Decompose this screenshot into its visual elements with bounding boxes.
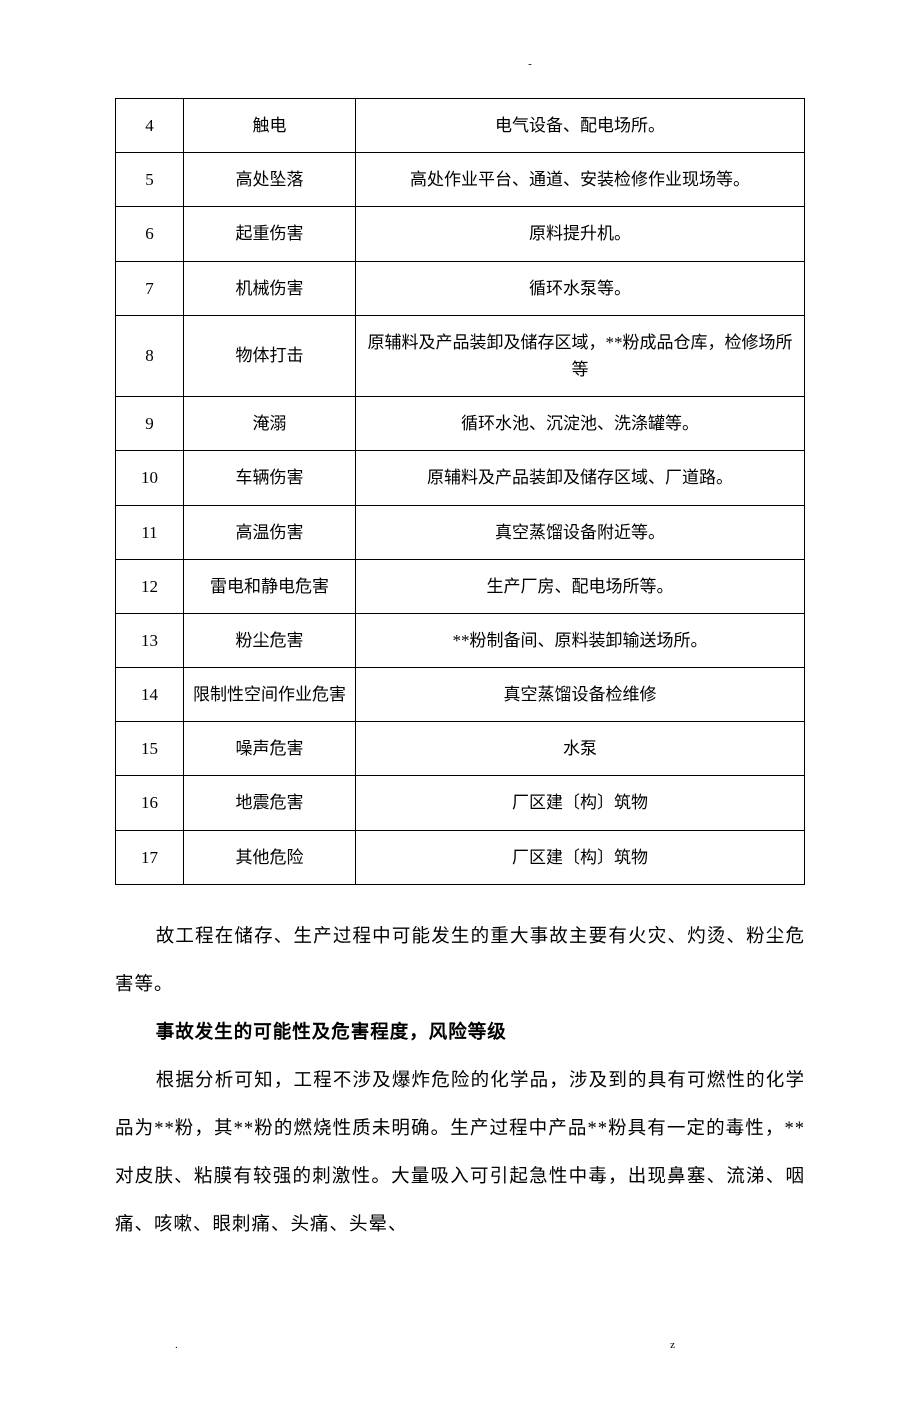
cell-desc: 电气设备、配电场所。 xyxy=(356,99,805,153)
section-heading: 事故发生的可能性及危害程度，风险等级 xyxy=(115,1009,805,1057)
hazard-table: 4触电电气设备、配电场所。5高处坠落高处作业平台、通道、安装检修作业现场等。6起… xyxy=(115,98,805,885)
cell-type: 触电 xyxy=(184,99,356,153)
table-row: 9淹溺循环水池、沉淀池、洗涤罐等。 xyxy=(116,397,805,451)
table-row: 10车辆伤害原辅料及产品装卸及储存区域、厂道路。 xyxy=(116,451,805,505)
cell-type: 高温伤害 xyxy=(184,505,356,559)
cell-desc: 真空蒸馏设备附近等。 xyxy=(356,505,805,559)
cell-num: 13 xyxy=(116,613,184,667)
cell-desc: 生产厂房、配电场所等。 xyxy=(356,559,805,613)
body-text-block: 故工程在储存、生产过程中可能发生的重大事故主要有火灾、灼烫、粉尘危害等。 事故发… xyxy=(115,913,805,1250)
cell-num: 6 xyxy=(116,207,184,261)
cell-type: 机械伤害 xyxy=(184,261,356,315)
cell-type: 粉尘危害 xyxy=(184,613,356,667)
table-row: 8物体打击原辅料及产品装卸及储存区域，**粉成品仓库，检修场所等 xyxy=(116,315,805,396)
table-row: 7机械伤害循环水泵等。 xyxy=(116,261,805,315)
cell-num: 10 xyxy=(116,451,184,505)
table-row: 12雷电和静电危害生产厂房、配电场所等。 xyxy=(116,559,805,613)
footer-right-mark: z xyxy=(670,1339,675,1351)
cell-type: 地震危害 xyxy=(184,776,356,830)
cell-desc: 原辅料及产品装卸及储存区域、厂道路。 xyxy=(356,451,805,505)
cell-num: 17 xyxy=(116,830,184,884)
cell-type: 噪声危害 xyxy=(184,722,356,776)
footer-marks: . z xyxy=(115,1339,805,1351)
footer-left-mark: . xyxy=(175,1339,178,1351)
cell-num: 4 xyxy=(116,99,184,153)
cell-num: 12 xyxy=(116,559,184,613)
paragraph-1: 故工程在储存、生产过程中可能发生的重大事故主要有火灾、灼烫、粉尘危害等。 xyxy=(115,913,805,1009)
cell-num: 16 xyxy=(116,776,184,830)
cell-type: 限制性空间作业危害 xyxy=(184,668,356,722)
cell-desc: 循环水泵等。 xyxy=(356,261,805,315)
table-row: 13粉尘危害**粉制备间、原料装卸输送场所。 xyxy=(116,613,805,667)
cell-type: 高处坠落 xyxy=(184,153,356,207)
table-row: 5高处坠落高处作业平台、通道、安装检修作业现场等。 xyxy=(116,153,805,207)
cell-desc: 真空蒸馏设备检维修 xyxy=(356,668,805,722)
cell-desc: 原辅料及产品装卸及储存区域，**粉成品仓库，检修场所等 xyxy=(356,315,805,396)
cell-type: 起重伤害 xyxy=(184,207,356,261)
table-row: 16地震危害厂区建〔构〕筑物 xyxy=(116,776,805,830)
cell-num: 14 xyxy=(116,668,184,722)
cell-type: 物体打击 xyxy=(184,315,356,396)
cell-num: 5 xyxy=(116,153,184,207)
table-row: 6起重伤害原料提升机。 xyxy=(116,207,805,261)
cell-desc: 水泵 xyxy=(356,722,805,776)
cell-desc: 原料提升机。 xyxy=(356,207,805,261)
cell-num: 8 xyxy=(116,315,184,396)
cell-desc: 高处作业平台、通道、安装检修作业现场等。 xyxy=(356,153,805,207)
cell-num: 11 xyxy=(116,505,184,559)
cell-num: 15 xyxy=(116,722,184,776)
table-row: 14限制性空间作业危害真空蒸馏设备检维修 xyxy=(116,668,805,722)
cell-desc: 循环水池、沉淀池、洗涤罐等。 xyxy=(356,397,805,451)
cell-type: 淹溺 xyxy=(184,397,356,451)
table-row: 11高温伤害真空蒸馏设备附近等。 xyxy=(116,505,805,559)
cell-num: 7 xyxy=(116,261,184,315)
cell-type: 雷电和静电危害 xyxy=(184,559,356,613)
cell-desc: 厂区建〔构〕筑物 xyxy=(356,830,805,884)
table-row: 15噪声危害水泵 xyxy=(116,722,805,776)
cell-desc: **粉制备间、原料装卸输送场所。 xyxy=(356,613,805,667)
hazard-table-body: 4触电电气设备、配电场所。5高处坠落高处作业平台、通道、安装检修作业现场等。6起… xyxy=(116,99,805,885)
paragraph-2: 根据分析可知，工程不涉及爆炸危险的化学品，涉及到的具有可燃性的化学品为**粉，其… xyxy=(115,1057,805,1249)
cell-num: 9 xyxy=(116,397,184,451)
table-row: 17其他危险厂区建〔构〕筑物 xyxy=(116,830,805,884)
table-row: 4触电电气设备、配电场所。 xyxy=(116,99,805,153)
cell-type: 其他危险 xyxy=(184,830,356,884)
cell-desc: 厂区建〔构〕筑物 xyxy=(356,776,805,830)
cell-type: 车辆伤害 xyxy=(184,451,356,505)
header-mark: - xyxy=(255,58,805,70)
